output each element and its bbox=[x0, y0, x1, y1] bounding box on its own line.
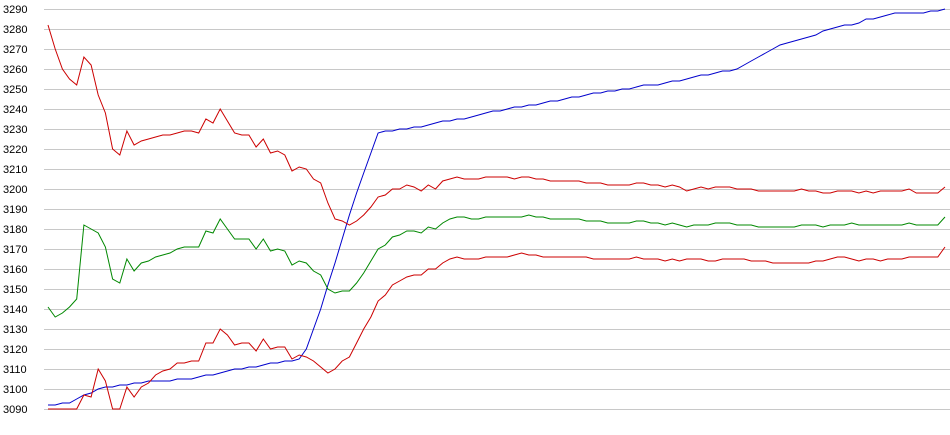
y-tick-label: 3200 bbox=[3, 184, 27, 196]
y-tick-label: 3130 bbox=[3, 324, 27, 336]
y-tick-label: 3170 bbox=[3, 244, 27, 256]
y-tick-label: 3150 bbox=[3, 284, 27, 296]
y-tick-label: 3120 bbox=[3, 344, 27, 356]
y-tick-label: 3110 bbox=[3, 364, 27, 376]
y-tick-label: 3090 bbox=[3, 404, 27, 416]
series-lines bbox=[47, 8, 946, 410]
y-tick-label: 3230 bbox=[3, 124, 27, 136]
y-tick-label: 3190 bbox=[3, 204, 27, 216]
y-tick-label: 3220 bbox=[3, 144, 27, 156]
y-tick-label: 3140 bbox=[3, 304, 27, 316]
y-gridlines bbox=[44, 9, 950, 410]
y-tick-label: 3160 bbox=[3, 264, 27, 276]
y-axis-tick-labels: 3090 3100 3110 3120 3130 3140 3150 3160 3170 3180… bbox=[3, 4, 27, 416]
y-tick-label: 3180 bbox=[3, 224, 27, 236]
y-tick-label: 3260 bbox=[3, 64, 27, 76]
series-line-1 bbox=[48, 8, 946, 406]
y-tick-label: 3250 bbox=[3, 84, 27, 96]
y-tick-label: 3270 bbox=[3, 44, 27, 56]
y-tick-label: 3280 bbox=[3, 24, 27, 36]
y-tick-label: 3100 bbox=[3, 384, 27, 396]
series-line-4 bbox=[48, 246, 946, 410]
y-tick-label: 3290 bbox=[3, 4, 27, 16]
y-tick-label: 3240 bbox=[3, 104, 27, 116]
y-tick-label: 3210 bbox=[3, 164, 27, 176]
series-line-3 bbox=[47, 214, 946, 318]
series-line-2 bbox=[47, 24, 946, 226]
